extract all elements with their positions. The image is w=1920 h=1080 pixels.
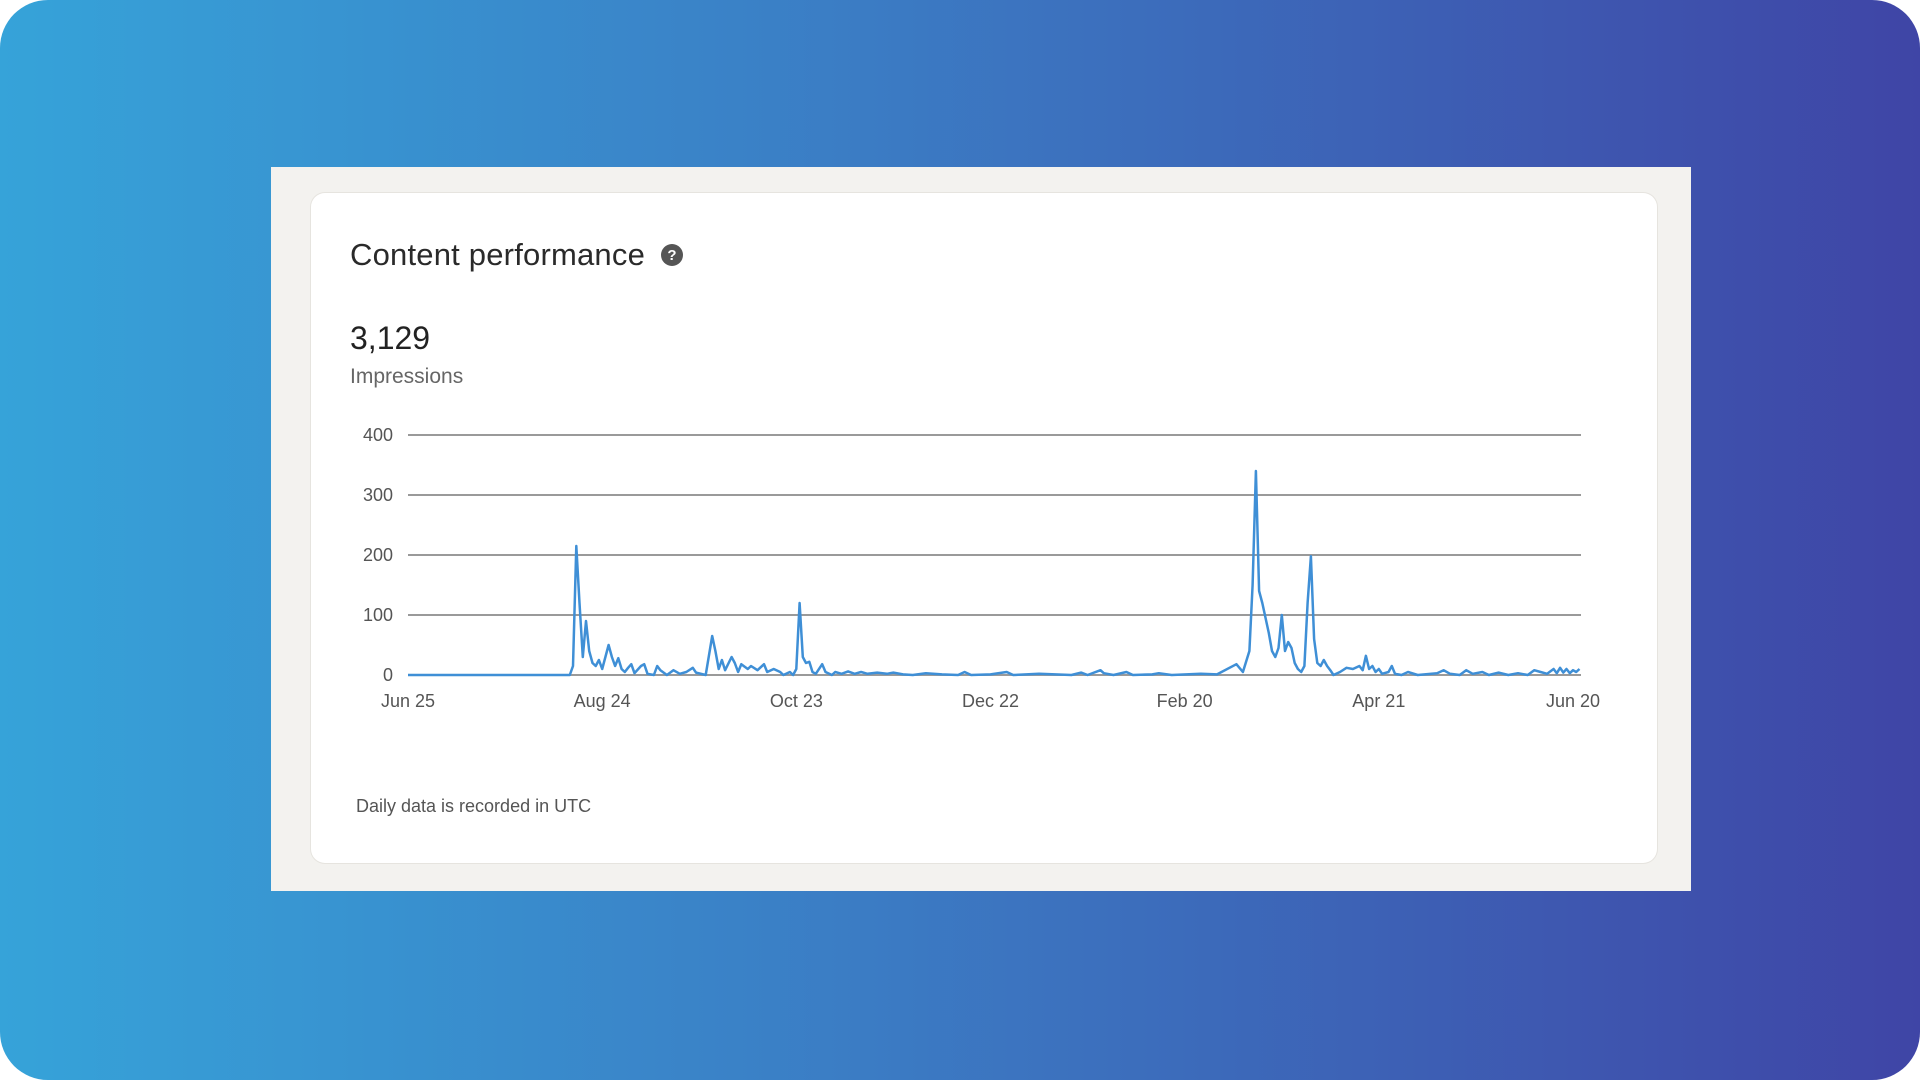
- x-tick-label: Jun 25: [381, 691, 435, 711]
- impressions-line-chart: 0 100 200 300 400 Jun 25 Aug 24 Oct 23 Dec 22 Fe…: [363, 425, 1600, 711]
- y-tick-label: 200: [363, 545, 393, 565]
- chart-series: [408, 469, 1581, 677]
- utc-footnote: Daily data is recorded in UTC: [356, 796, 592, 816]
- x-tick-label: Jun 20: [1546, 691, 1600, 711]
- impressions-total: 3,129: [350, 320, 431, 356]
- question-circle-icon[interactable]: ?: [661, 244, 684, 266]
- x-tick-label: Dec 22: [962, 691, 1019, 711]
- x-tick-label: Aug 24: [574, 691, 631, 711]
- screenshot-frame: Content performance ? 3,129 Impressions …: [271, 167, 1691, 891]
- impressions-series-line: [408, 469, 1581, 677]
- x-tick-label: Feb 20: [1157, 691, 1213, 711]
- card-header: Content performance ?: [350, 237, 684, 273]
- y-axis-tick-labels: 0 100 200 300 400: [363, 425, 393, 685]
- y-tick-label: 300: [363, 485, 393, 505]
- y-tick-label: 400: [363, 425, 393, 445]
- y-tick-label: 0: [383, 665, 393, 685]
- chart-gridlines: [408, 434, 1581, 676]
- x-axis-tick-labels: Jun 25 Aug 24 Oct 23 Dec 22 Feb 20 Apr 21 Jun …: [381, 691, 1600, 711]
- card-title: Content performance: [350, 237, 646, 272]
- content-performance-card: Content performance ? 3,129 Impressions …: [311, 193, 1657, 863]
- x-tick-label: Oct 23: [770, 691, 823, 711]
- x-tick-label: Apr 21: [1352, 691, 1405, 711]
- metric-label: Impressions: [350, 365, 464, 388]
- y-tick-label: 100: [363, 605, 393, 625]
